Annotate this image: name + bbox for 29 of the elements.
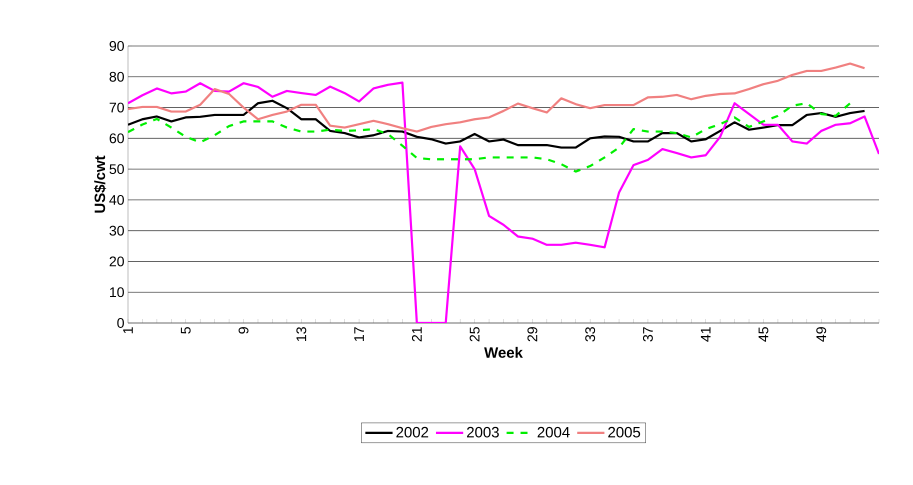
- x-tick-label: 9: [238, 327, 248, 334]
- y-tick-label: 40: [109, 194, 124, 205]
- y-axis-title: US$/cwt: [94, 156, 106, 213]
- x-tick-label: 41: [700, 327, 710, 342]
- x-tick-label: 5: [180, 327, 191, 334]
- y-tick-label: 20: [110, 256, 124, 266]
- legend-label: 2004: [538, 426, 570, 438]
- y-tick-label: 30: [110, 226, 124, 236]
- x-tick-label: 21: [412, 327, 422, 342]
- legend-label: 2002: [396, 426, 428, 438]
- x-tick-label: 13: [296, 327, 306, 341]
- y-tick-label: 70: [110, 102, 124, 112]
- x-tick-label: 1: [123, 327, 133, 334]
- x-tick-label: 29: [527, 327, 538, 342]
- x-tick-label: 25: [470, 327, 480, 342]
- y-tick-label: 50: [110, 164, 124, 174]
- x-axis-title: Week: [484, 346, 523, 358]
- y-tick-label: 10: [110, 287, 124, 298]
- y-tick-label: 90: [110, 41, 124, 51]
- x-tick-label: 45: [758, 327, 768, 342]
- legend-label: 2003: [467, 426, 499, 438]
- x-tick-label: 37: [642, 327, 653, 342]
- y-tick-label: 60: [110, 133, 124, 144]
- legend-label: 2005: [608, 426, 640, 438]
- y-tick-label: 80: [110, 72, 124, 82]
- x-tick-label: 17: [354, 327, 364, 341]
- y-tick-label: 0: [117, 318, 124, 328]
- x-tick-label: 33: [585, 327, 596, 342]
- x-tick-label: 49: [816, 327, 826, 342]
